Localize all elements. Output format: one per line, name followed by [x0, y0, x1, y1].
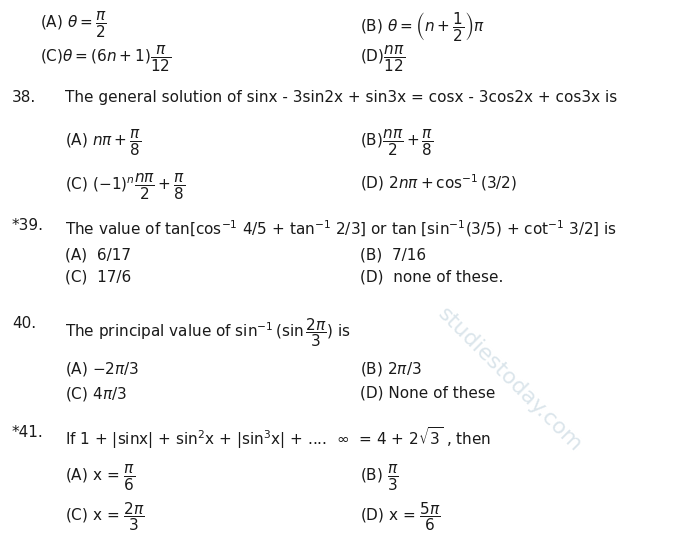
Text: (A) x = $\dfrac{\pi}{6}$: (A) x = $\dfrac{\pi}{6}$ — [65, 463, 136, 493]
Text: (B)$\dfrac{n\pi}{2} + \dfrac{\pi}{8}$: (B)$\dfrac{n\pi}{2} + \dfrac{\pi}{8}$ — [360, 128, 434, 158]
Text: (A)  6/17: (A) 6/17 — [65, 248, 131, 263]
Text: (D) x = $\dfrac{5\pi}{6}$: (D) x = $\dfrac{5\pi}{6}$ — [360, 500, 441, 533]
Text: The general solution of sinx - 3sin2x + sin3x = cosx - 3cos2x + cos3x is: The general solution of sinx - 3sin2x + … — [65, 90, 617, 105]
Text: (B) $2\pi/3$: (B) $2\pi/3$ — [360, 360, 422, 378]
Text: (C)  17/6: (C) 17/6 — [65, 270, 131, 285]
Text: (C) $4\pi/3$: (C) $4\pi/3$ — [65, 385, 127, 403]
Text: (D) None of these: (D) None of these — [360, 385, 496, 400]
Text: (C) x = $\dfrac{2\pi}{3}$: (C) x = $\dfrac{2\pi}{3}$ — [65, 500, 145, 533]
Text: (C)$\theta = (6n+1)\dfrac{\pi}{12}$: (C)$\theta = (6n+1)\dfrac{\pi}{12}$ — [40, 44, 172, 74]
Text: *39.: *39. — [12, 218, 44, 233]
Text: 38.: 38. — [12, 90, 36, 105]
Text: (D) $2n\pi + \cos^{-1}(3/2)$: (D) $2n\pi + \cos^{-1}(3/2)$ — [360, 172, 517, 193]
Text: (C) $(-1)^n\dfrac{n\pi}{2} + \dfrac{\pi}{8}$: (C) $(-1)^n\dfrac{n\pi}{2} + \dfrac{\pi}… — [65, 172, 186, 202]
Text: (D)$\dfrac{n\pi}{12}$: (D)$\dfrac{n\pi}{12}$ — [360, 44, 405, 74]
Text: studiestoday.com: studiestoday.com — [434, 304, 586, 456]
Text: (B) $\dfrac{\pi}{3}$: (B) $\dfrac{\pi}{3}$ — [360, 463, 399, 493]
Text: (A) $-2\pi/3$: (A) $-2\pi/3$ — [65, 360, 140, 378]
Text: The principal value of $\sin^{-1}(\sin\dfrac{2\pi}{3})$ is: The principal value of $\sin^{-1}(\sin\d… — [65, 316, 351, 349]
Text: (D)  none of these.: (D) none of these. — [360, 270, 503, 285]
Text: (A) $\theta = \dfrac{\pi}{2}$: (A) $\theta = \dfrac{\pi}{2}$ — [40, 10, 107, 40]
Text: 40.: 40. — [12, 316, 36, 331]
Text: (B) $\theta = \left(n + \dfrac{1}{2}\right)\pi$: (B) $\theta = \left(n + \dfrac{1}{2}\rig… — [360, 10, 484, 43]
Text: *41.: *41. — [12, 425, 44, 440]
Text: The value of tan[cos$^{-1}$ 4/5 + tan$^{-1}$ 2/3] or tan [sin$^{-1}$(3/5) + cot$: The value of tan[cos$^{-1}$ 4/5 + tan$^{… — [65, 218, 617, 239]
Text: If 1 + |sinx| + sin$^2$x + |sin$^3$x| + ....  $\infty$  = 4 + 2$\sqrt{3}$ , then: If 1 + |sinx| + sin$^2$x + |sin$^3$x| + … — [65, 425, 491, 451]
Text: (B)  7/16: (B) 7/16 — [360, 248, 426, 263]
Text: (A) $n\pi + \dfrac{\pi}{8}$: (A) $n\pi + \dfrac{\pi}{8}$ — [65, 128, 142, 158]
